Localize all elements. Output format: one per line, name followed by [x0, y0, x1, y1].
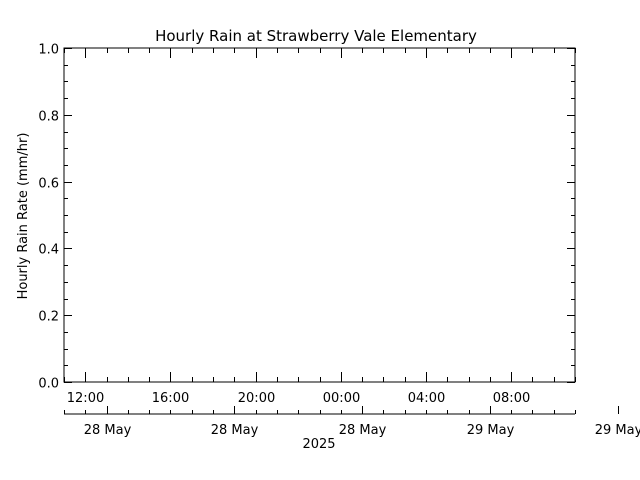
y-axis-ticks: 0.0 0.2 0.4 0.6 0.8 1.0 [38, 43, 575, 392]
x-time-tick-label: 08:00 [493, 391, 530, 406]
date-axis-ticks: 28 May 28 May 28 May 29 May 29 May [64, 406, 640, 438]
date-tick-label: 28 May [211, 423, 259, 438]
plot-frame [63, 47, 576, 383]
date-tick-label: 29 May [467, 423, 515, 438]
y-tick-label: 0.2 [38, 310, 59, 325]
y-tick-label: 1.0 [38, 43, 59, 58]
x-time-tick-label: 00:00 [323, 391, 360, 406]
y-tick-label: 0.8 [38, 110, 59, 125]
y-tick-label: 0.0 [38, 377, 59, 392]
y-tick-label: 0.6 [38, 177, 59, 192]
x-time-tick-label: 16:00 [152, 391, 189, 406]
x-time-tick-label: 04:00 [408, 391, 445, 406]
chart-title: Hourly Rain at Strawberry Vale Elementar… [155, 27, 477, 45]
date-tick-label: 29 May [595, 423, 640, 438]
x-time-tick-label: 20:00 [238, 391, 275, 406]
date-tick-label: 28 May [339, 423, 387, 438]
date-tick-label: 28 May [84, 423, 132, 438]
x-axis-ticks: 12:00 16:00 20:00 00:00 04:00 08:00 [64, 48, 576, 406]
y-tick-label: 0.4 [38, 243, 59, 258]
year-label: 2025 [302, 437, 335, 452]
y-axis-label: Hourly Rain Rate (mm/hr) [16, 133, 31, 300]
x-time-tick-label: 12:00 [67, 391, 104, 406]
